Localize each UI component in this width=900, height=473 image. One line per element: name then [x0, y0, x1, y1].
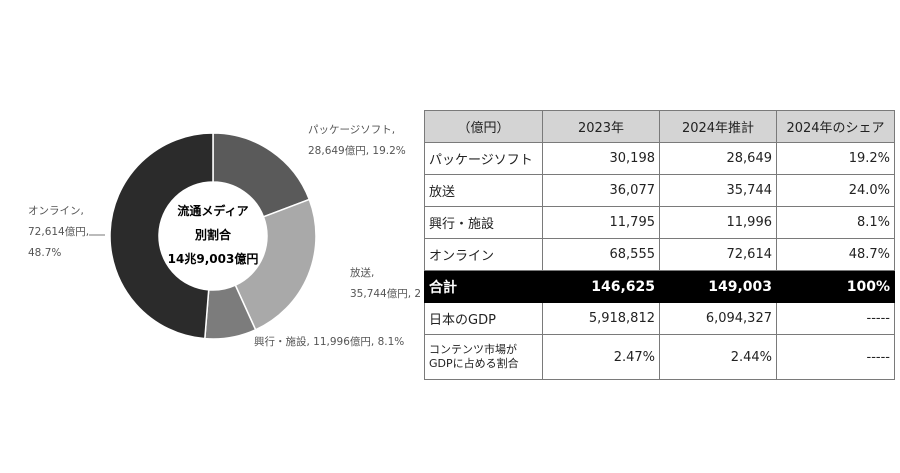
- slice-label-2: 興行・施設, 11,996億円, 8.1%: [254, 335, 404, 348]
- share-2024: 100%: [776, 270, 895, 303]
- center-label-line-1: 別割合: [194, 227, 232, 242]
- slice-label-line: パッケージソフト,: [308, 124, 395, 136]
- slice-label-line: オンライン,: [28, 205, 84, 217]
- header-2024-estimate: 2024年推計: [659, 110, 777, 143]
- value-2023: 36,077: [542, 174, 660, 207]
- contents-market-table: （億円） 2023年 2024年推計 2024年のシェア パッケージソフト 30,…: [424, 110, 895, 380]
- header-2023: 2023年: [542, 110, 660, 143]
- slice-label-line: 放送,: [350, 266, 374, 279]
- share-2024: 48.7%: [776, 238, 895, 271]
- header-row: （億円） 2023年 2024年推計 2024年のシェア: [424, 110, 895, 143]
- slice-label-0: パッケージソフト, 28,649億円, 19.2%: [308, 124, 406, 157]
- value-2023: 68,555: [542, 238, 660, 271]
- value-2024-estimate: 2.44%: [659, 334, 777, 380]
- share-2024: -----: [776, 334, 895, 380]
- share-2024: -----: [776, 302, 895, 335]
- slice-label-line: 興行・施設, 11,996億円, 8.1%: [254, 335, 404, 348]
- value-2023: 2.47%: [542, 334, 660, 380]
- table-row: パッケージソフト 30,198 28,649 19.2%: [424, 142, 895, 175]
- table-row: 放送 36,077 35,744 24.0%: [424, 174, 895, 207]
- slice-label-line: 48.7%: [28, 247, 61, 259]
- value-2024-estimate: 11,996: [659, 206, 777, 239]
- row-label: 日本のGDP: [424, 302, 543, 335]
- table-row: 日本のGDP 5,918,812 6,094,327 -----: [424, 302, 895, 335]
- table-body: パッケージソフト 30,198 28,649 19.2% 放送 36,077 35,744 2…: [424, 142, 895, 380]
- value-2023: 11,795: [542, 206, 660, 239]
- value-2023: 30,198: [542, 142, 660, 175]
- row-label: コンテンツ市場が GDPに占める割合: [424, 334, 543, 380]
- value-2024-estimate: 28,649: [659, 142, 777, 175]
- slice-label-3: オンライン, 72,614億円, 48.7%: [28, 205, 89, 259]
- donut-slices: [109, 132, 317, 340]
- donut-chart: パッケージソフト, 28,649億円, 19.2% 放送, 35,744億円, 24.…: [28, 124, 420, 348]
- slice-label-line: 28,649億円, 19.2%: [308, 144, 406, 157]
- table-row: コンテンツ市場が GDPに占める割合 2.47% 2.44% -----: [424, 334, 895, 380]
- slice-label-line: 72,614億円,: [28, 225, 89, 238]
- donut-slice-3: [109, 132, 214, 340]
- table-header: （億円） 2023年 2024年推計 2024年のシェア: [424, 110, 895, 143]
- center-label-line-0: 流通メディア: [177, 203, 248, 218]
- value-2023: 146,625: [542, 270, 660, 303]
- header-2024-share: 2024年のシェア: [776, 110, 895, 143]
- share-2024: 24.0%: [776, 174, 895, 207]
- row-label: オンライン: [424, 238, 543, 271]
- value-2024-estimate: 72,614: [659, 238, 777, 271]
- row-label: パッケージソフト: [424, 142, 543, 175]
- table-row: 興行・施設 11,795 11,996 8.1%: [424, 206, 895, 239]
- row-label: 合計: [424, 270, 543, 303]
- total-row: 合計 146,625 149,003 100%: [424, 270, 895, 303]
- slice-labels: パッケージソフト, 28,649億円, 19.2% 放送, 35,744億円, 24.…: [28, 124, 420, 348]
- donut-slice-1: [234, 198, 317, 331]
- row-label: 放送: [424, 174, 543, 207]
- value-2024-estimate: 149,003: [659, 270, 777, 303]
- center-label-line-2: 14兆9,003億円: [168, 251, 259, 266]
- value-2024-estimate: 35,744: [659, 174, 777, 207]
- row-label: 興行・施設: [424, 206, 543, 239]
- slice-label-1: 放送, 35,744億円, 24.0%: [350, 266, 420, 300]
- header-unit: （億円）: [424, 110, 543, 143]
- table-row: オンライン 68,555 72,614 48.7%: [424, 238, 895, 271]
- slice-label-line: 35,744億円, 24.0%: [350, 287, 420, 300]
- value-2023: 5,918,812: [542, 302, 660, 335]
- value-2024-estimate: 6,094,327: [659, 302, 777, 335]
- share-2024: 8.1%: [776, 206, 895, 239]
- share-2024: 19.2%: [776, 142, 895, 175]
